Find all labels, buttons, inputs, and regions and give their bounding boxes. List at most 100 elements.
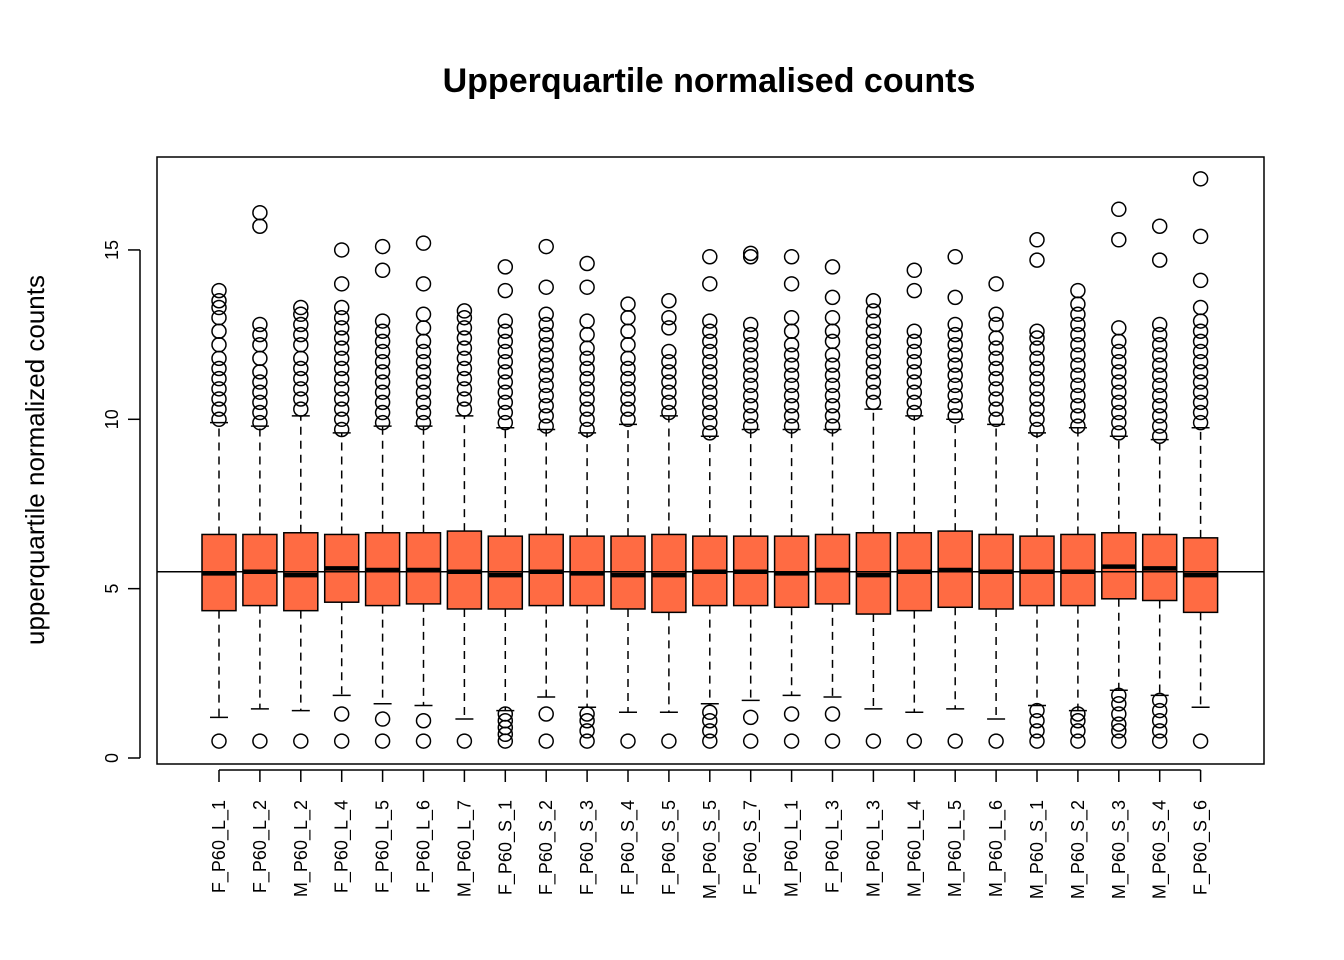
- outlier-point: [1111, 353, 1127, 370]
- outlier-point: [293, 360, 309, 377]
- outlier-point: [865, 394, 882, 411]
- outlier-point: [702, 712, 718, 729]
- outlier-point: [211, 360, 227, 377]
- outlier-point: [1192, 414, 1209, 431]
- outlier-point: [906, 282, 923, 299]
- x-tick-label: M_P60_S_1: [1027, 800, 1048, 899]
- outlier-point: [906, 364, 923, 380]
- outlier-point: [783, 309, 800, 326]
- outlier-point: [620, 391, 636, 407]
- outlier-point: [538, 418, 554, 434]
- outlier-point: [988, 330, 1004, 346]
- outlier-point: [824, 333, 841, 350]
- outlier-point: [1151, 316, 1168, 333]
- box-group: [814, 259, 851, 749]
- outlier-point: [579, 411, 595, 428]
- outlier-point: [456, 360, 473, 377]
- box-group: [937, 248, 973, 749]
- outlier-point: [293, 391, 309, 407]
- outlier-point: [742, 316, 759, 333]
- outlier-point: [579, 340, 595, 356]
- outlier-point: [333, 242, 350, 258]
- outlier-point: [497, 726, 514, 743]
- outlier-point: [783, 398, 800, 414]
- outlier-point: [1029, 360, 1045, 377]
- outlier-point: [702, 374, 718, 390]
- outlier-point: [620, 337, 636, 353]
- outlier-point: [1111, 733, 1127, 749]
- outlier-point: [906, 404, 923, 421]
- outlier-point: [906, 733, 923, 749]
- box-group: [773, 248, 810, 749]
- outlier-point: [620, 323, 636, 339]
- x-tick-label: F_P60_S_6: [1191, 800, 1212, 895]
- outlier-point: [333, 370, 350, 387]
- outlier-point: [374, 343, 391, 360]
- outlier-point: [742, 377, 759, 394]
- x-tick-label: M_P60_L_7: [454, 800, 475, 897]
- box-group: [610, 296, 646, 749]
- outlier-point: [988, 411, 1004, 428]
- x-tick-label: F_P60_L_3: [823, 800, 844, 893]
- x-tick-label: F_P60_L_1: [209, 800, 230, 893]
- outlier-point: [252, 204, 268, 221]
- outlier-point: [252, 384, 268, 400]
- outlier-point: [456, 381, 473, 397]
- outlier-point: [211, 381, 227, 397]
- outlier-point: [252, 733, 268, 749]
- outlier-point: [1111, 201, 1127, 218]
- outlier-point: [252, 414, 268, 431]
- outlier-point: [456, 340, 473, 356]
- outlier-point: [538, 357, 554, 373]
- outlier-point: [906, 374, 923, 390]
- outlier-point: [1151, 712, 1168, 729]
- outlier-point: [456, 303, 473, 319]
- outlier-point: [865, 333, 882, 350]
- axes: 0 5 10 15 F_P60_L_1 F_P60_L_2 M_P60_L_2 F_P60_L…: [102, 240, 1212, 899]
- outlier-point: [702, 404, 718, 421]
- outlier-point: [333, 276, 350, 292]
- outlier-point: [661, 404, 677, 421]
- outlier-point: [579, 255, 595, 272]
- outlier-point: [742, 347, 759, 363]
- outlier-point: [783, 248, 800, 265]
- outlier-point: [252, 337, 268, 353]
- outlier-point: [497, 333, 514, 350]
- x-tick-label: F_P60_L_5: [373, 800, 394, 893]
- outlier-point: [1151, 377, 1168, 394]
- box-group: [242, 204, 278, 749]
- outlier-point: [333, 299, 350, 316]
- outlier-point: [1151, 428, 1168, 444]
- outlier-point: [252, 364, 268, 380]
- outlier-point: [1070, 398, 1086, 414]
- outlier-point: [415, 384, 432, 400]
- outlier-point: [702, 704, 718, 721]
- outlier-point: [456, 733, 473, 749]
- outlier-point: [333, 309, 350, 326]
- outlier-point: [1111, 696, 1127, 712]
- outlier-point: [988, 306, 1004, 323]
- x-tick-label: F_P60_S_2: [536, 800, 557, 895]
- outlier-point: [906, 343, 923, 360]
- outlier-point: [1070, 706, 1086, 722]
- outlier-point: [824, 323, 841, 339]
- outlier-point: [1111, 404, 1127, 421]
- outlier-point: [333, 421, 350, 438]
- box: [610, 535, 646, 610]
- outlier-point: [620, 360, 636, 377]
- outlier-point: [1151, 357, 1168, 373]
- box-group: [1060, 282, 1096, 749]
- outlier-point: [538, 733, 554, 749]
- outlier-point: [702, 313, 718, 329]
- outlier-point: [1151, 408, 1168, 424]
- outlier-point: [620, 401, 636, 417]
- outlier-point: [661, 733, 677, 749]
- outlier-point: [742, 398, 759, 414]
- outlier-point: [988, 340, 1004, 356]
- outlier-point: [415, 414, 432, 431]
- outlier-point: [742, 367, 759, 384]
- outlier-point: [1029, 411, 1045, 428]
- outlier-point: [1070, 316, 1086, 333]
- box-group: [1141, 218, 1178, 749]
- outlier-point: [988, 733, 1004, 749]
